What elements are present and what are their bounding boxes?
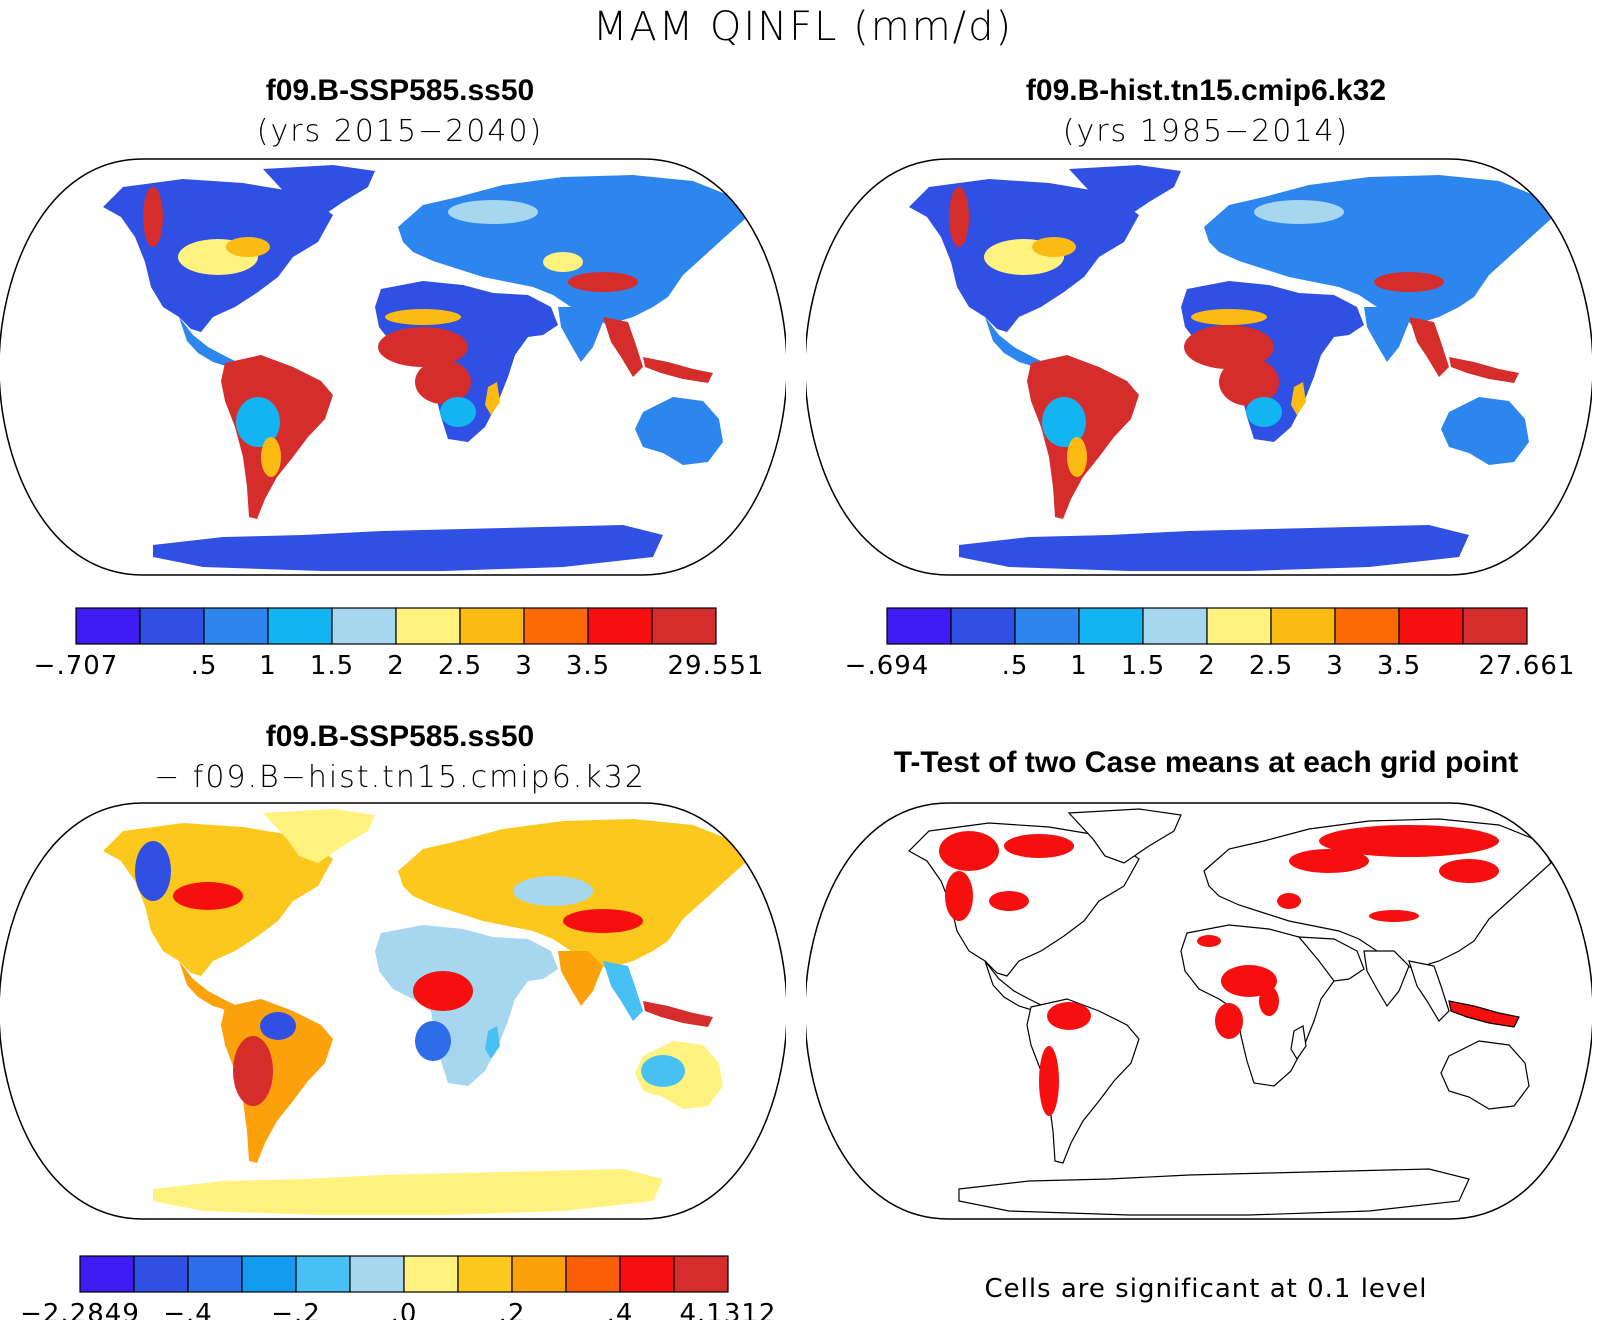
colorbar-tick-label: 3 — [1326, 651, 1344, 681]
colorbar-swatch — [1270, 607, 1336, 645]
colorbar-swatch — [950, 607, 1016, 645]
panel1-subtitle: (yrs 2015−2040) — [256, 114, 544, 149]
colorbar-swatch — [1206, 607, 1272, 645]
colorbar-swatch — [565, 1255, 621, 1293]
colorbar-tick-label: 2 — [387, 651, 405, 681]
colorbar-tick-label: 27.661 — [1479, 651, 1576, 681]
colorbar-swatch — [651, 607, 717, 645]
colorbar-swatch — [331, 607, 397, 645]
colorbar-tick-label: 2.5 — [1249, 651, 1293, 681]
colorbar-tick-label: 3.5 — [1377, 651, 1421, 681]
colorbar-swatch — [587, 607, 653, 645]
panel3-title: f09.B-SSP585.ss50 — [265, 720, 535, 753]
colorbar-tick-label: .4 — [607, 1299, 634, 1320]
colorbar-tick-label: .0 — [391, 1299, 418, 1320]
colorbar-tick-label: −.707 — [34, 651, 119, 681]
colorbar-tick-label: 2 — [1198, 651, 1216, 681]
colorbar-swatch — [619, 1255, 675, 1293]
panel3-subtitle: − f09.B−hist.tn15.cmip6.k32 — [154, 760, 646, 795]
colorbar-swatch — [1462, 607, 1528, 645]
colorbar-swatch — [267, 607, 333, 645]
colorbar-swatch — [133, 1255, 189, 1293]
colorbar-tick-label: −.694 — [845, 651, 930, 681]
colorbar-tick-label: 1 — [1070, 651, 1088, 681]
colorbar-tick-label: 1 — [259, 651, 277, 681]
colorbar-tick-label: 2.5 — [438, 651, 482, 681]
colorbar-tick-label: 1.5 — [310, 651, 354, 681]
colorbar-swatch — [1334, 607, 1400, 645]
colorbar-swatch — [241, 1255, 297, 1293]
colorbar-swatch — [673, 1255, 729, 1293]
panel3-colorbar: −2.2849 −.4 −.2 .0 .2 .4 4.1312 — [20, 1255, 777, 1320]
colorbar-swatch — [403, 1255, 459, 1293]
panel4-map — [806, 802, 1592, 1220]
colorbar-swatch — [1014, 607, 1080, 645]
colorbar-tick-label: .5 — [191, 651, 218, 681]
colorbar-swatch — [395, 607, 461, 645]
colorbar-tick-label: .5 — [1002, 651, 1029, 681]
colorbar-swatch — [139, 607, 205, 645]
colorbar-swatch — [523, 607, 589, 645]
main-title: MAM QINFL (mm/d) — [592, 4, 1014, 50]
colorbar-tick-label: 1.5 — [1121, 651, 1165, 681]
colorbar-swatch — [187, 1255, 243, 1293]
colorbar-swatch — [459, 607, 525, 645]
colorbar-swatch — [203, 607, 269, 645]
colorbar-swatch — [457, 1255, 513, 1293]
panel1-colorbar: −.707 .5 1 1.5 2 2.5 3 3.5 29.551 — [34, 607, 765, 681]
panel4-title: T-Test of two Case means at each grid po… — [893, 746, 1519, 779]
colorbar-tick-label: 3.5 — [566, 651, 610, 681]
colorbar-swatch — [511, 1255, 567, 1293]
colorbar-tick-label: 4.1312 — [680, 1299, 777, 1320]
colorbar-tick-label: −.4 — [163, 1299, 213, 1320]
colorbar-swatch — [1398, 607, 1464, 645]
colorbar-tick-label: 29.551 — [668, 651, 765, 681]
colorbar-swatch — [79, 1255, 135, 1293]
panel2-title: f09.B-hist.tn15.cmip6.k32 — [1025, 74, 1387, 107]
panel1-map — [0, 158, 786, 576]
panel2-colorbar: −.694 .5 1 1.5 2 2.5 3 3.5 27.661 — [845, 607, 1576, 681]
colorbar-tick-label: −2.2849 — [20, 1299, 140, 1320]
colorbar-tick-label: −.2 — [271, 1299, 321, 1320]
panel3-map — [0, 802, 786, 1220]
panel2-map — [806, 158, 1592, 576]
colorbar-swatch — [886, 607, 952, 645]
panel1-title: f09.B-SSP585.ss50 — [265, 74, 535, 107]
colorbar-swatch — [1142, 607, 1208, 645]
colorbar-swatch — [75, 607, 141, 645]
colorbar-tick-label: .2 — [499, 1299, 526, 1320]
colorbar-swatch — [349, 1255, 405, 1293]
colorbar-swatch — [1078, 607, 1144, 645]
significance-note: Cells are significant at 0.1 level — [984, 1274, 1428, 1304]
panel2-subtitle: (yrs 1985−2014) — [1062, 114, 1350, 149]
colorbar-tick-label: 3 — [515, 651, 533, 681]
colorbar-swatch — [295, 1255, 351, 1293]
